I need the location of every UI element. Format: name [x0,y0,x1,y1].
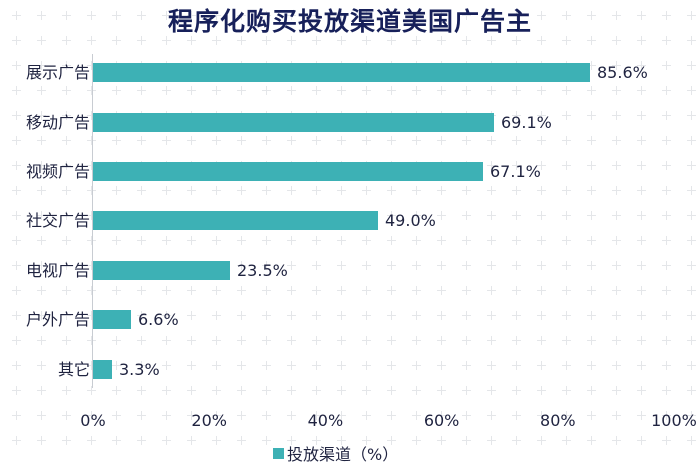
legend: 投放渠道（%） [273,441,398,465]
legend-label: 投放渠道（%） [287,445,399,464]
x-tick-label: 60% [423,411,460,430]
bar [93,360,112,379]
category-label: 移动广告 [25,113,90,132]
bar [93,113,494,132]
bar [93,310,131,329]
x-tick-label: 80% [540,411,576,430]
category-label: 社交广告 [25,211,90,230]
category-label: 户外广告 [25,310,90,329]
bar-row: 其它 3.3% [0,360,700,380]
category-label: 其它 [57,360,90,379]
bar-row: 户外广告 6.6% [0,310,700,330]
x-tick-label: 100% [651,411,697,430]
value-label: 85.6% [597,63,648,82]
bar [93,162,483,181]
bar [93,211,378,230]
value-label: 67.1% [490,162,541,181]
value-label: 3.3% [119,360,160,379]
bar-row: 移动广告 69.1% [0,113,700,133]
bar-row: 视频广告 67.1% [0,162,700,182]
bar-row: 展示广告 85.6% [0,63,700,83]
bar-row: 电视广告 23.5% [0,261,700,281]
category-label: 展示广告 [25,63,90,82]
x-tick-label: 0% [80,411,106,430]
y-axis-line [92,54,93,388]
value-label: 49.0% [385,211,436,230]
category-label: 电视广告 [25,261,90,280]
bar [93,63,590,82]
value-label: 69.1% [501,113,552,132]
bar [93,261,230,280]
value-label: 6.6% [138,310,179,329]
x-tick-label: 40% [307,411,344,430]
value-label: 23.5% [237,261,288,280]
bar-row: 社交广告 49.0% [0,211,700,231]
category-label: 视频广告 [25,162,90,181]
legend-swatch [273,447,284,459]
x-tick-label: 20% [191,411,227,430]
chart-title: 程序化购买投放渠道美国广告主 [167,7,532,36]
